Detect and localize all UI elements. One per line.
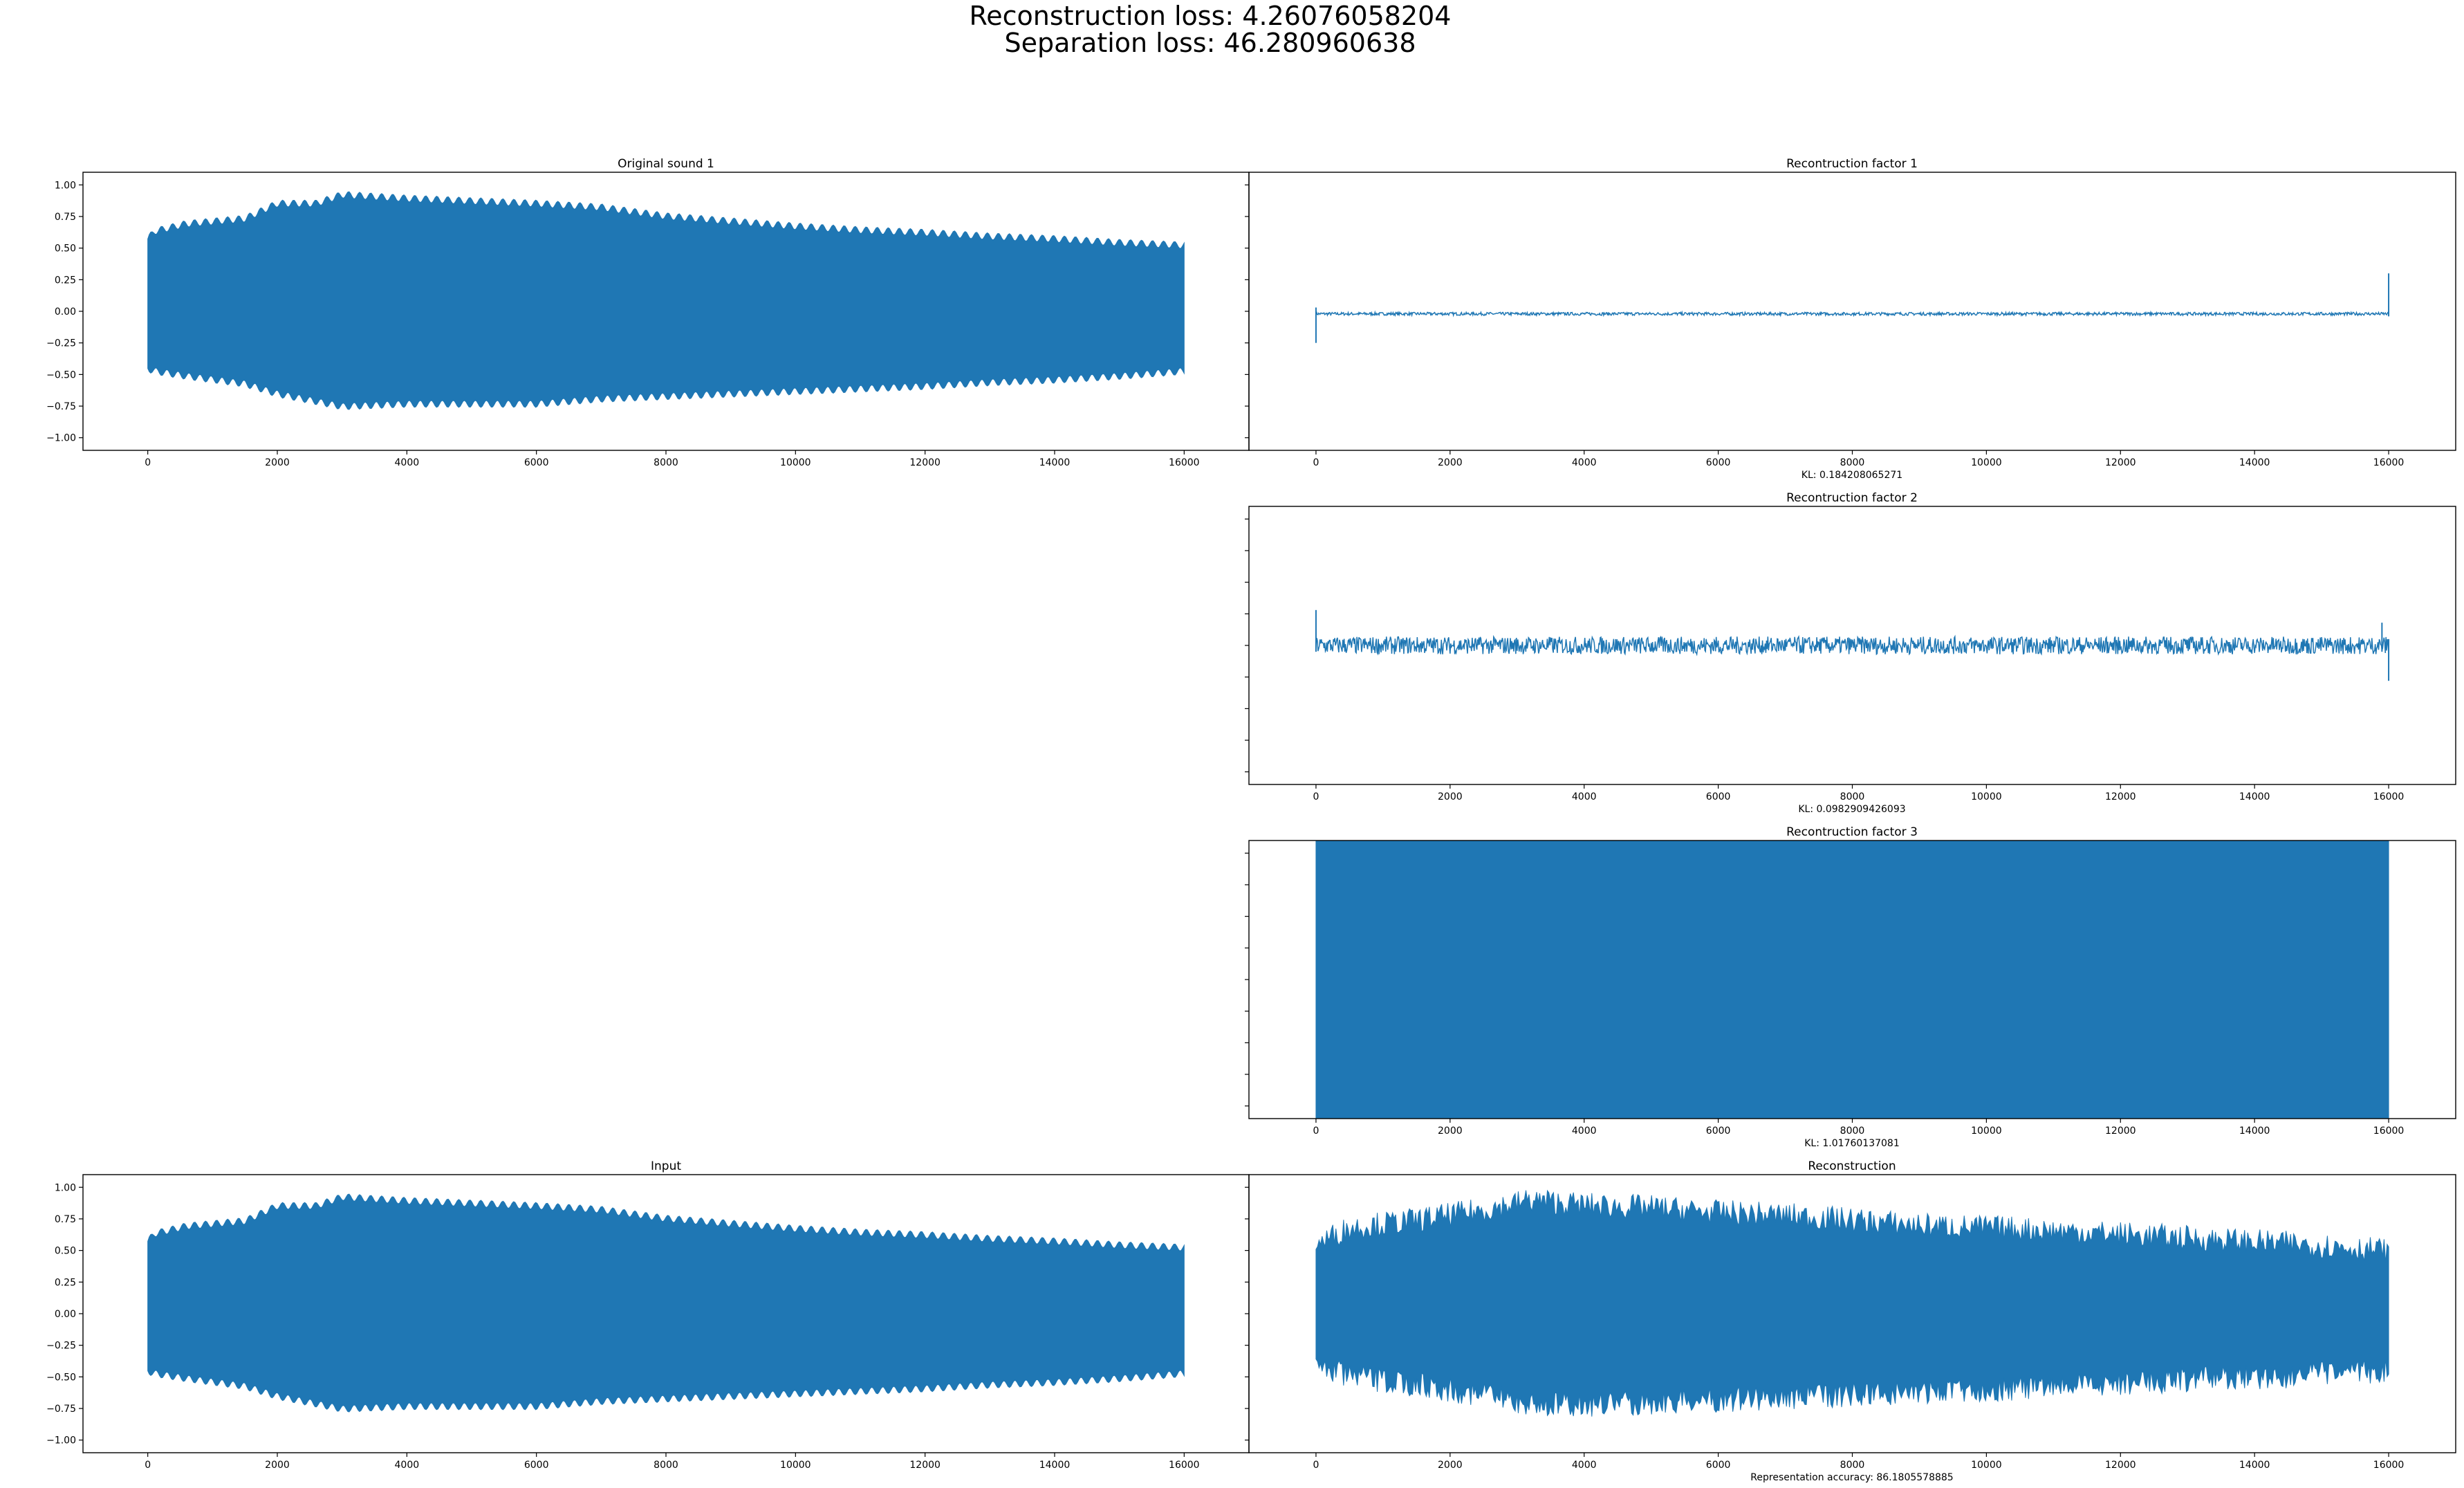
x-tick-label: 4000 (395, 1460, 420, 1471)
x-tick-label: 14000 (2239, 791, 2270, 802)
x-tick-label: 8000 (1840, 791, 1865, 802)
waveform-line (1315, 634, 2389, 656)
x-tick-label: 4000 (395, 457, 420, 468)
waveform-line (1315, 310, 2389, 318)
suptitle-line-1: Reconstruction loss: 4.26076058204 (970, 1, 1452, 31)
x-tick-label: 14000 (2239, 1460, 2270, 1471)
axes-frame (1248, 172, 2456, 451)
x-tick-label: 2000 (1438, 1460, 1463, 1471)
y-tick-label: 1.00 (55, 180, 76, 191)
x-tick-label: 12000 (2105, 1126, 2136, 1137)
x-tick-label: 12000 (909, 457, 941, 468)
panel-title: Recontruction factor 3 (1786, 825, 1918, 839)
panel-title: Input (651, 1159, 681, 1173)
panel-xlabel: KL: 0.0982909426093 (1798, 804, 1905, 815)
y-tick-label: −0.25 (46, 1341, 76, 1352)
suptitle-line-2: Separation loss: 46.280960638 (1005, 28, 1416, 58)
x-tick-label: 14000 (2239, 1126, 2270, 1137)
x-tick-label: 2000 (265, 1460, 290, 1471)
x-tick-label: 4000 (1572, 1126, 1597, 1137)
x-tick-label: 10000 (1971, 1126, 2002, 1137)
panel-title: Recontruction factor 2 (1786, 491, 1918, 505)
x-tick-label: 8000 (1840, 1126, 1865, 1137)
y-tick-label: −0.75 (46, 401, 76, 412)
x-tick-label: 10000 (1971, 457, 2002, 468)
panel-title: Recontruction factor 1 (1786, 157, 1918, 171)
panel-xlabel: KL: 1.01760137081 (1804, 1138, 1899, 1149)
x-tick-label: 0 (145, 457, 151, 468)
x-tick-label: 0 (1313, 1460, 1319, 1471)
y-tick-label: −1.00 (46, 1435, 76, 1446)
x-tick-label: 12000 (2105, 791, 2136, 802)
x-tick-label: 16000 (2373, 457, 2405, 468)
x-tick-label: 2000 (1438, 457, 1463, 468)
x-tick-label: 12000 (909, 1460, 941, 1471)
panel-reconstruction: Reconstruction Representation accuracy: … (1245, 1159, 2456, 1483)
x-tick-label: 8000 (1840, 1460, 1865, 1471)
x-tick-label: 16000 (2373, 1126, 2405, 1137)
x-tick-label: 2000 (1438, 791, 1463, 802)
waveform-fill (1315, 841, 2389, 1119)
x-tick-label: 0 (1313, 457, 1319, 468)
x-tick-label: 14000 (1039, 1460, 1071, 1471)
y-tick-label: 0.75 (55, 212, 76, 223)
y-tick-label: 0.25 (55, 275, 76, 286)
panel-title: Reconstruction (1808, 1159, 1896, 1173)
x-tick-label: 8000 (654, 457, 678, 468)
panel-title: Original sound 1 (618, 157, 714, 171)
x-tick-label: 12000 (2105, 457, 2136, 468)
y-tick-label: −1.00 (46, 433, 76, 444)
waveform-fill (147, 191, 1185, 410)
x-tick-label: 10000 (1971, 791, 2002, 802)
y-tick-label: 0.00 (55, 1309, 76, 1320)
x-tick-label: 8000 (654, 1460, 678, 1471)
y-tick-label: −0.50 (46, 1372, 76, 1383)
y-tick-label: 0.00 (55, 306, 76, 318)
y-tick-label: 0.75 (55, 1214, 76, 1225)
panel-input: Input 0 2000 4000 6000 8000 10000 12000 14000 16… (46, 1159, 1250, 1471)
x-tick-label: 6000 (1706, 457, 1731, 468)
x-tick-label: 6000 (1706, 1126, 1731, 1137)
x-tick-label: 0 (145, 1460, 151, 1471)
x-tick-label: 4000 (1572, 457, 1597, 468)
x-tick-label: 16000 (1169, 457, 1200, 468)
panel-reconstruction-factor-3: Recontruction factor 3 KL: 1.01760137081… (1245, 825, 2456, 1149)
waveform-fill (1315, 1189, 2389, 1417)
x-tick-label: 4000 (1572, 1460, 1597, 1471)
x-tick-label: 6000 (1706, 1460, 1731, 1471)
x-tick-label: 10000 (780, 457, 811, 468)
y-tick-label: −0.50 (46, 369, 76, 380)
x-tick-label: 10000 (1971, 1460, 2002, 1471)
y-tick-label: 0.25 (55, 1277, 76, 1288)
y-tick-label: −0.25 (46, 338, 76, 349)
x-tick-label: 14000 (2239, 457, 2270, 468)
x-tick-label: 0 (1313, 791, 1319, 802)
x-tick-label: 16000 (2373, 791, 2405, 802)
panel-original-sound-1: Original sound 1 0 2000 4000 6000 8000 10000 1… (46, 157, 1250, 468)
x-tick-label: 0 (1313, 1126, 1319, 1137)
x-tick-label: 2000 (1438, 1126, 1463, 1137)
panel-reconstruction-factor-1: Recontruction factor 1 KL: 0.18420806527… (1245, 157, 2456, 481)
x-tick-label: 14000 (1039, 457, 1071, 468)
y-tick-label: 0.50 (55, 1246, 76, 1257)
y-tick-label: −0.75 (46, 1404, 76, 1415)
panel-xlabel: KL: 0.184208065271 (1801, 470, 1902, 481)
x-tick-label: 10000 (780, 1460, 811, 1471)
x-tick-label: 6000 (524, 1460, 549, 1471)
x-tick-label: 8000 (1840, 457, 1865, 468)
waveform-fill (147, 1193, 1185, 1413)
y-tick-label: 0.50 (55, 244, 76, 255)
x-tick-label: 16000 (2373, 1460, 2405, 1471)
panel-reconstruction-factor-2: Recontruction factor 2 KL: 0.09829094260… (1245, 491, 2456, 815)
x-tick-label: 6000 (524, 457, 549, 468)
x-tick-label: 12000 (2105, 1460, 2136, 1471)
x-tick-label: 6000 (1706, 791, 1731, 802)
panel-xlabel: Representation accuracy: 86.1805578885 (1750, 1472, 1953, 1483)
x-tick-label: 2000 (265, 457, 290, 468)
y-tick-label: 1.00 (55, 1182, 76, 1193)
x-tick-label: 16000 (1169, 1460, 1200, 1471)
x-tick-label: 4000 (1572, 791, 1597, 802)
